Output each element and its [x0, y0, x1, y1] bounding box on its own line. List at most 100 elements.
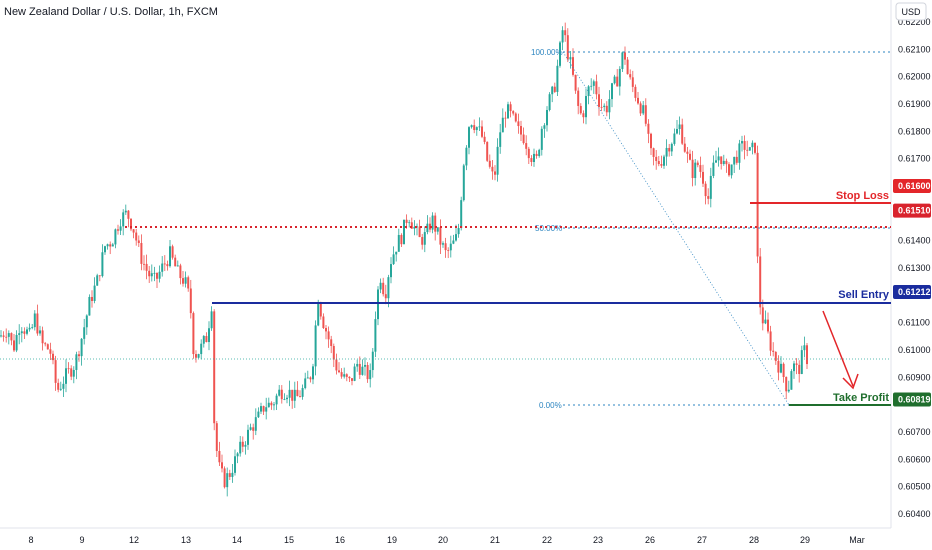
time-axis[interactable]: 8 9 12 13 14 15 16 19 20 21 22 23 26 27 28 29 Mar [28, 535, 864, 545]
candle-body [774, 351, 777, 361]
candle-body [41, 330, 44, 344]
price-tag-bg [893, 285, 931, 300]
candle-body [460, 200, 463, 229]
candle-body [145, 263, 148, 271]
candle-body [717, 156, 720, 161]
candle-body [540, 128, 543, 150]
candle-body [616, 76, 619, 87]
time-tick-label: 20 [438, 535, 448, 545]
candle-body [215, 423, 218, 451]
candle-body [595, 81, 598, 95]
candle-body [631, 77, 634, 87]
candle-body [205, 336, 208, 343]
candle-body [273, 404, 275, 406]
candle-body [5, 336, 8, 338]
candle-body [213, 311, 216, 424]
candle-body [486, 141, 489, 161]
time-tick-label: 12 [129, 535, 139, 545]
candle-body [483, 136, 486, 142]
candle-body [530, 158, 533, 162]
candle-body [761, 307, 764, 324]
price-tick-label: 0.61510 [898, 206, 931, 216]
candle-body [387, 277, 390, 299]
time-tick-label: 16 [335, 535, 345, 545]
candle-body [291, 389, 294, 401]
candle-body [28, 327, 31, 330]
candle-body [694, 162, 697, 179]
candle-body [806, 345, 808, 365]
candle-body [62, 383, 65, 389]
candle-body [72, 369, 75, 377]
candle-body [301, 388, 304, 397]
candle-body [39, 330, 41, 334]
candle-body [436, 227, 439, 232]
candle-body [754, 142, 756, 153]
candle-body [566, 35, 569, 60]
candle-body [260, 406, 262, 412]
fib-diagonal-line [562, 51, 790, 406]
candle-body [769, 331, 772, 351]
candle-body [338, 370, 340, 373]
candle-body [163, 263, 166, 265]
candle-body [371, 351, 374, 371]
candle-body [748, 147, 751, 151]
candle-body [735, 156, 738, 163]
candle-body [59, 388, 62, 390]
candle-body [358, 363, 361, 375]
candle-body [96, 275, 99, 286]
candle-body [23, 331, 26, 334]
candle-body [634, 86, 637, 98]
candle-body [439, 227, 442, 245]
candle-body [137, 240, 140, 243]
candle-body [156, 272, 158, 279]
time-tick-label: 13 [181, 535, 191, 545]
candle-body [293, 389, 296, 401]
candle-body [499, 132, 502, 147]
candle-body [442, 243, 444, 245]
candle-body [327, 331, 330, 340]
time-tick-label: 9 [79, 535, 84, 545]
price-tick-label: 0.61300 [898, 263, 931, 273]
time-tick-label: 14 [232, 535, 242, 545]
time-tick-label: 23 [593, 535, 603, 545]
candle-body [403, 219, 405, 245]
price-tick-label: 0.60400 [898, 509, 931, 519]
candle-body [473, 125, 476, 131]
candle-body [468, 127, 470, 148]
candle-body [244, 444, 247, 447]
candle-body [15, 334, 18, 351]
candle-body [197, 354, 200, 358]
candle-body [382, 282, 385, 295]
candle-body [314, 325, 317, 367]
candle-body [587, 86, 590, 97]
candle-body [418, 226, 421, 238]
candle-body [767, 319, 769, 332]
candle-body [741, 141, 743, 144]
candle-body [202, 336, 205, 344]
candle-body [730, 164, 733, 176]
candle-body [325, 328, 327, 332]
candles-group [0, 22, 808, 497]
candle-body [171, 246, 174, 258]
time-tick-label: 27 [697, 535, 707, 545]
candle-body [278, 389, 281, 396]
currency-button[interactable]: USD [895, 2, 927, 21]
candle-body [520, 126, 522, 135]
price-axis[interactable]: 0.62200 0.62100 0.62000 0.61900 0.61800 0.617… [893, 17, 931, 519]
time-tick-label: 19 [387, 535, 397, 545]
candle-body [397, 234, 400, 252]
fib-100-label: 100.00% [531, 48, 563, 57]
price-tick-label: 0.61900 [898, 99, 931, 109]
candle-body [228, 473, 231, 477]
price-tick-label: 0.60700 [898, 427, 931, 437]
candle-body [613, 76, 616, 84]
candle-body [93, 285, 96, 302]
candle-body [465, 147, 468, 166]
candle-body [600, 106, 603, 108]
candle-body [239, 441, 242, 454]
candle-body [603, 105, 606, 108]
candle-body [189, 288, 192, 314]
candle-body [764, 319, 767, 324]
candle-body [670, 143, 673, 152]
candle-body [241, 441, 244, 447]
